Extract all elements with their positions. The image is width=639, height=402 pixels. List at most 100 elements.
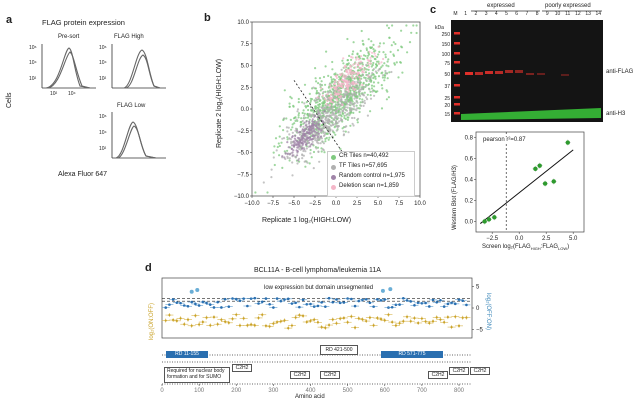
scatter-point-s1 bbox=[291, 131, 294, 134]
scatter-point-s3 bbox=[333, 82, 336, 85]
scatter-point-s1 bbox=[270, 168, 273, 171]
scatter-point-s2 bbox=[320, 135, 323, 138]
scatter-point-s3 bbox=[359, 60, 362, 63]
scatter-point-s0 bbox=[297, 114, 300, 117]
scatter-point-s0 bbox=[385, 98, 388, 101]
scatter-point-s1 bbox=[324, 111, 328, 115]
scatter-point-s1 bbox=[347, 93, 350, 96]
scatter-point-s1 bbox=[338, 120, 341, 123]
panel-d-ylabel-right: log₂(OFF:ON) bbox=[485, 293, 491, 330]
blue-tile-point bbox=[364, 297, 368, 301]
blue-tile-point bbox=[331, 300, 335, 304]
scatter-point-s1 bbox=[336, 104, 339, 107]
scatter-point-s1 bbox=[324, 106, 327, 109]
scatter-point-s0 bbox=[383, 79, 386, 82]
scatter-point-s1 bbox=[355, 109, 358, 112]
scatter-point-s0 bbox=[341, 106, 344, 109]
gold-tile-point bbox=[242, 317, 245, 320]
scatter-point-s2 bbox=[296, 129, 299, 132]
scatter-point-s0 bbox=[388, 71, 391, 74]
scatter-point-s0 bbox=[277, 142, 280, 145]
scatter-point-s2 bbox=[305, 127, 308, 131]
scatter-point-s1 bbox=[321, 106, 324, 109]
scatter-point-s0 bbox=[302, 109, 305, 112]
scatter-point-s1 bbox=[336, 108, 339, 111]
domain-c2h2-2: C2H2 bbox=[290, 371, 310, 379]
kda-marker-label: 250 bbox=[441, 32, 450, 38]
scatter-point-s3 bbox=[345, 79, 348, 82]
scatter-point-s0 bbox=[290, 128, 293, 131]
scatter-point-s0 bbox=[278, 144, 281, 148]
panel-d-xtick-label: 700 bbox=[417, 388, 428, 394]
scatter-point-s2 bbox=[296, 146, 299, 149]
scatter-point-s1 bbox=[346, 103, 349, 106]
low-ytick-2: 10⁴ bbox=[99, 130, 107, 136]
scatter-point-s1 bbox=[286, 156, 289, 160]
legend-dot-random bbox=[331, 175, 336, 180]
scatter-point-s1 bbox=[291, 174, 294, 177]
scatter-point-s2 bbox=[303, 121, 306, 124]
lane-label: 12 bbox=[575, 11, 581, 17]
scatter-point-s3 bbox=[341, 78, 344, 81]
scatter-point-s0 bbox=[357, 69, 360, 72]
scatter-point-s1 bbox=[332, 113, 336, 116]
blue-tile-point bbox=[301, 298, 305, 302]
scatter-point-s0 bbox=[291, 123, 294, 126]
panel-b-legend: CR Tiles n=40,492 TF Tiles n=57,695 Rand… bbox=[327, 151, 415, 197]
scatter-point-s0 bbox=[341, 59, 344, 62]
panel-b-ytick-label: 5.0 bbox=[241, 64, 250, 70]
scatter-point-s3 bbox=[348, 80, 351, 83]
scatter-point-s1 bbox=[369, 97, 373, 100]
scatter-point-s0 bbox=[368, 72, 371, 75]
scatter-point-s0 bbox=[348, 54, 351, 58]
scatter-point-s1 bbox=[324, 118, 327, 121]
scatter-point-s1 bbox=[334, 119, 337, 122]
scatter-point-s2 bbox=[315, 122, 318, 125]
scatter-point-s3 bbox=[345, 74, 348, 77]
scatter-point-s2 bbox=[296, 154, 299, 157]
scatter-point-s0 bbox=[322, 100, 325, 103]
scatter-point-s1 bbox=[344, 106, 347, 109]
kda-marker-label: 75 bbox=[444, 61, 450, 67]
panel-c-ytick-label: 0.6 bbox=[465, 156, 474, 162]
scatter-point-s0 bbox=[278, 135, 281, 138]
scatter-point-s1 bbox=[301, 119, 304, 123]
gold-tile-point bbox=[324, 326, 327, 329]
scatter-point-s0 bbox=[327, 86, 330, 89]
scatter-point-s1 bbox=[322, 113, 325, 116]
scatter-point-s0 bbox=[349, 89, 352, 92]
scatter-point-s3 bbox=[356, 56, 359, 59]
scatter-point-s0 bbox=[362, 43, 365, 46]
scatter-point-s2 bbox=[308, 141, 311, 144]
scatter-point-s2 bbox=[304, 143, 308, 146]
blue-tile-point bbox=[450, 301, 453, 305]
panel-c-point bbox=[492, 215, 497, 220]
scatter-point-s1 bbox=[347, 131, 350, 134]
scatter-point-s3 bbox=[351, 56, 354, 59]
blue-tile-point bbox=[201, 300, 205, 304]
scatter-point-s0 bbox=[382, 42, 385, 45]
blue-tile-point bbox=[253, 296, 257, 300]
scatter-point-s0 bbox=[368, 53, 371, 56]
scatter-point-s0 bbox=[359, 69, 362, 72]
scatter-point-s0 bbox=[301, 111, 304, 115]
scatter-point-s3 bbox=[367, 59, 370, 63]
domain-c2h2-6: C2H2 bbox=[470, 367, 490, 375]
gold-tile-point bbox=[250, 323, 253, 326]
scatter-point-s0 bbox=[392, 53, 395, 56]
gold-tile-point bbox=[309, 319, 312, 323]
scatter-point-s0 bbox=[330, 81, 333, 84]
scatter-point-s0 bbox=[290, 97, 293, 100]
scatter-point-s2 bbox=[294, 139, 297, 142]
blue-tile-point bbox=[264, 297, 268, 300]
scatter-point-s3 bbox=[349, 72, 352, 75]
scatter-point-s2 bbox=[288, 152, 292, 155]
low-ytick-3: 10² bbox=[99, 146, 107, 152]
scatter-point-s3 bbox=[354, 71, 357, 74]
scatter-point-s0 bbox=[286, 138, 289, 141]
scatter-point-s2 bbox=[287, 146, 290, 149]
panel-b-xtick-label: 0.0 bbox=[332, 201, 341, 207]
panel-b-ytick-label: 10.0 bbox=[237, 20, 249, 26]
scatter-point-s0 bbox=[370, 40, 373, 43]
scatter-point-s1 bbox=[296, 110, 299, 113]
